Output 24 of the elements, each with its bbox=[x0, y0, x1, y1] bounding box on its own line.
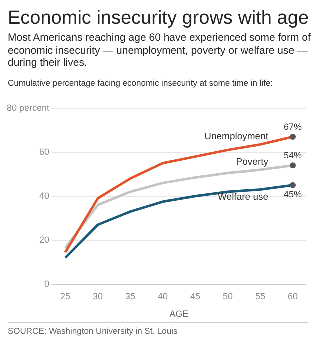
y-tick-label: 80 percent bbox=[7, 102, 50, 113]
series-label: Poverty bbox=[236, 156, 269, 168]
y-tick-label: 20 bbox=[40, 234, 50, 245]
x-tick-label: 25 bbox=[60, 291, 71, 302]
data-label: 67% bbox=[284, 122, 302, 132]
series-label: Welfare use bbox=[218, 192, 269, 204]
x-tick-label: 45 bbox=[190, 291, 201, 302]
chart-title: Economic insecurity grows with age bbox=[8, 8, 310, 30]
x-tick-label: 40 bbox=[158, 291, 168, 302]
x-tick-label: 35 bbox=[126, 291, 136, 302]
data-label: 54% bbox=[284, 150, 302, 161]
data-label: 45% bbox=[284, 189, 302, 200]
x-axis-title: AGE bbox=[170, 309, 189, 320]
x-tick-label: 60 bbox=[288, 291, 298, 302]
y-tick-label: 40 bbox=[40, 190, 50, 201]
text: Cumulative percentage facing economic insecurity at some time in life: bbox=[8, 78, 274, 88]
x-tick-label: 30 bbox=[93, 291, 104, 302]
y-tick-label: 0 bbox=[44, 278, 50, 289]
series-label: Unemployment bbox=[204, 132, 269, 143]
x-tick-label: 55 bbox=[256, 291, 266, 302]
y-tick-label: 60 bbox=[40, 146, 50, 157]
source-note: SOURCE: Washington University in St. Louis bbox=[8, 322, 308, 336]
x-tick-label: 50 bbox=[223, 291, 234, 302]
chart-subtitle: Most Americans reaching age 60 have experienced some form of economic insecurity — unemployment, poverty or welfare use — during their lives. bbox=[8, 32, 312, 70]
